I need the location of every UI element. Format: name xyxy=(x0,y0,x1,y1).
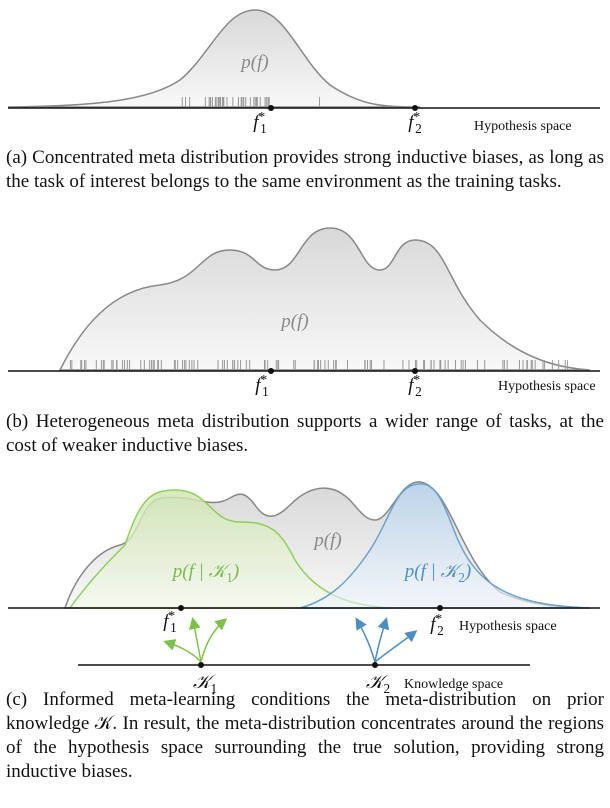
point-label: f* 1 xyxy=(255,372,269,399)
caption: (b) Heterogeneous meta distribution supp… xyxy=(6,411,604,456)
label-part: p(f | xyxy=(403,561,441,582)
label-part: f xyxy=(253,112,261,133)
label-part: 1 xyxy=(226,570,233,585)
conditional-curve xyxy=(299,483,591,609)
label-part: * xyxy=(260,372,267,387)
conditional-curve xyxy=(68,489,391,609)
caption: (c) Informed meta-learning conditions th… xyxy=(6,689,604,782)
label-part: * xyxy=(168,608,175,623)
axis-label: Knowledge space xyxy=(404,677,503,692)
label-part: f xyxy=(430,614,438,635)
point-label: f* 1 xyxy=(253,109,267,136)
arrows xyxy=(163,617,418,663)
rug xyxy=(69,360,568,370)
point-label: f* 2 xyxy=(408,109,422,136)
label-part: 2 xyxy=(415,384,422,399)
density-label: p(f) xyxy=(279,311,308,332)
density-label: p(f) xyxy=(239,52,268,73)
conditional-label: p(f | 𝒦2) xyxy=(403,561,471,585)
label-part: f xyxy=(408,112,416,133)
label-part: 1 xyxy=(170,620,177,635)
point-label: f* 2 xyxy=(430,611,444,638)
point xyxy=(372,662,378,668)
point xyxy=(268,105,274,111)
point xyxy=(437,605,443,611)
label-part: * xyxy=(435,611,442,626)
label-part: * xyxy=(413,372,420,387)
point xyxy=(178,605,184,611)
density-curve xyxy=(7,9,421,108)
label-part: p(f | xyxy=(171,561,209,582)
point xyxy=(198,662,204,668)
label-part: 1 xyxy=(260,121,267,136)
axis-label: Hypothesis space xyxy=(459,619,557,634)
label-part: f xyxy=(163,611,171,632)
label-part: * xyxy=(258,109,265,124)
label-part: 2 xyxy=(437,623,444,638)
point xyxy=(268,368,274,374)
point xyxy=(412,368,418,374)
label-part: f xyxy=(255,375,263,396)
label-part: ) xyxy=(464,561,471,582)
axis-label: Hypothesis space xyxy=(474,119,572,134)
label-part: 2 xyxy=(415,121,422,136)
axis-label: Hypothesis space xyxy=(498,379,596,394)
label-part: ) xyxy=(232,561,239,582)
label-part: 1 xyxy=(211,681,218,696)
label-part: * xyxy=(413,109,420,124)
caption: (a) Concentrated meta distribution provi… xyxy=(6,147,604,192)
point xyxy=(412,105,418,111)
density-curve xyxy=(58,227,591,371)
point-label: f* 2 xyxy=(408,372,422,399)
label-part: 1 xyxy=(262,384,269,399)
density-label: p(f) xyxy=(312,530,341,551)
point-label: f* 1 xyxy=(163,608,177,635)
label-part: 2 xyxy=(458,570,465,585)
label-part: f xyxy=(408,375,416,396)
rug xyxy=(181,97,321,107)
label-part: 2 xyxy=(384,681,391,696)
